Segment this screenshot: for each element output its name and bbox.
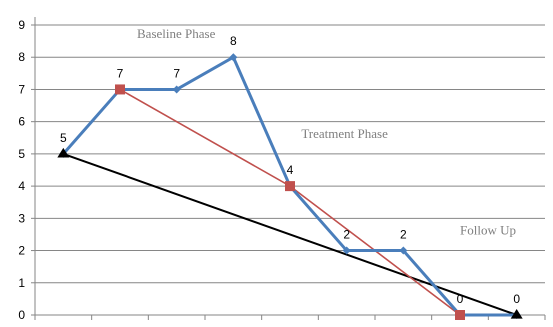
phase-annotations: Baseline Phase Treatment Phase Follow Up [137,26,516,238]
y-tick-label: 3 [18,211,25,225]
data-point-marker [455,310,465,320]
data-point-marker [399,246,408,255]
gridlines [35,24,545,284]
data-point-marker [229,53,238,62]
data-label: 0 [457,292,464,306]
y-tick-label: 0 [18,308,25,322]
y-tick-label: 5 [18,147,25,161]
y-tick-label: 6 [18,115,25,129]
data-point-marker [285,181,295,192]
y-tick-label: 2 [18,244,25,258]
data-label: 8 [230,34,237,48]
data-point-marker [57,147,70,158]
data-point-marker [115,84,125,95]
data-label: 2 [343,228,350,242]
phase-annotation: Treatment Phase [301,126,388,141]
series-line [119,88,461,316]
data-label: 5 [60,131,67,145]
y-tick-label: 8 [18,50,25,64]
data-label: 7 [173,66,180,80]
y-tick-label: 1 [18,276,25,290]
series-line [62,152,518,316]
data-label: 2 [400,228,407,242]
data-labels: 5 7 7 8 4 2 2 0 0 [60,34,520,306]
series-markers [57,53,523,320]
y-tick-label: 4 [18,179,25,193]
data-point-marker [510,309,523,319]
y-tick-label: 9 [18,18,25,32]
data-point-marker [172,85,181,94]
data-label: 7 [117,66,124,80]
y-tick-label: 7 [18,82,25,96]
data-point-marker [342,246,351,255]
data-label: 4 [287,163,294,177]
phase-annotation: Follow Up [460,222,516,237]
y-axis-ticks: 0 1 2 3 4 5 6 7 8 9 [18,18,546,322]
data-label: 0 [513,292,520,306]
phase-annotation: Baseline Phase [137,26,216,41]
